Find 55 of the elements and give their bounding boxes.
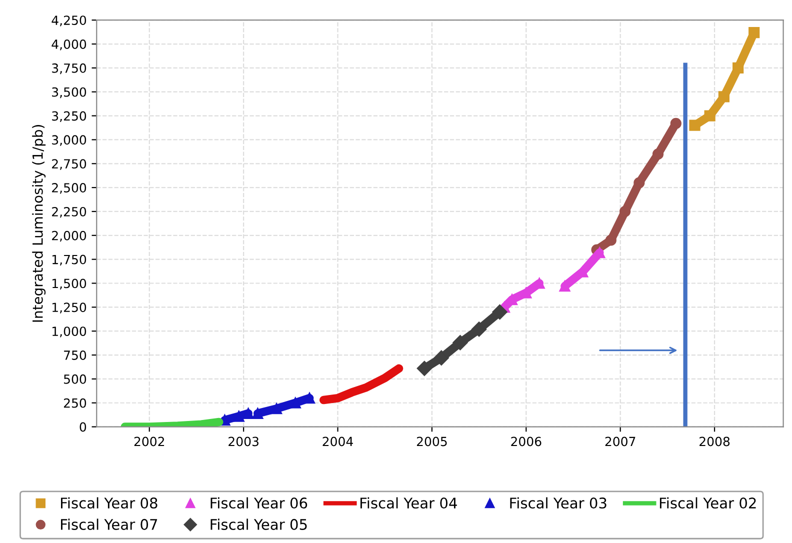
x-tick-label: 2006 bbox=[511, 436, 542, 446]
point bbox=[634, 177, 645, 188]
point bbox=[270, 403, 282, 414]
y-tick-label: 1,250 bbox=[52, 302, 86, 314]
point bbox=[434, 350, 449, 366]
legend-label: Fiscal Year 03 bbox=[510, 497, 606, 509]
y-tick-label: 4,000 bbox=[52, 39, 86, 50]
point bbox=[689, 120, 700, 131]
point bbox=[492, 304, 508, 320]
point bbox=[732, 62, 744, 74]
y-tick-label: 2,500 bbox=[52, 183, 86, 194]
y-tick-label: 3,500 bbox=[52, 87, 86, 98]
y-tick-label: 500 bbox=[64, 374, 86, 384]
x-tick-label: 2007 bbox=[605, 436, 636, 446]
point bbox=[233, 410, 244, 422]
point bbox=[718, 91, 730, 102]
y-tick-label: 0 bbox=[80, 422, 86, 432]
y-tick-label: 3,750 bbox=[52, 63, 86, 74]
legend-label: Fiscal Year 05 bbox=[210, 518, 307, 530]
y-tick-label: 250 bbox=[64, 398, 86, 408]
x-tick-label: 2003 bbox=[228, 436, 258, 446]
point bbox=[290, 397, 301, 408]
y-tick-label: 1,750 bbox=[52, 254, 86, 266]
y-tick-label: 2,000 bbox=[52, 230, 86, 242]
point bbox=[304, 392, 316, 404]
point bbox=[670, 118, 682, 129]
x-tick-label: 2002 bbox=[134, 436, 164, 446]
y-tick-label: 4,250 bbox=[52, 16, 86, 26]
y-tick-label: 750 bbox=[64, 350, 86, 360]
x-tick-label: 2008 bbox=[700, 436, 730, 446]
y-tick-label: 2,250 bbox=[52, 206, 86, 218]
y-axis-title: Integrated Luminosity (1/pb) bbox=[32, 124, 46, 322]
y-tick-label: 1,500 bbox=[52, 278, 86, 290]
x-tick-label: 2005 bbox=[416, 436, 447, 446]
legend-label: Fiscal Year 08 bbox=[61, 497, 158, 509]
point bbox=[748, 26, 760, 38]
y-tick-label: 1,000 bbox=[52, 326, 86, 338]
point bbox=[605, 234, 616, 246]
point bbox=[452, 335, 468, 350]
legend-label: Fiscal Year 06 bbox=[210, 497, 308, 509]
y-tick-label: 2,750 bbox=[52, 159, 86, 170]
point bbox=[652, 148, 664, 160]
point bbox=[559, 280, 570, 292]
legend-label: Fiscal Year 07 bbox=[61, 518, 158, 530]
point bbox=[242, 408, 254, 419]
legend-label: Fiscal Year 02 bbox=[660, 497, 756, 509]
point bbox=[619, 206, 631, 218]
x-tick-label: 2004 bbox=[322, 436, 353, 446]
y-tick-label: 3,000 bbox=[52, 135, 86, 146]
point bbox=[704, 110, 716, 122]
point bbox=[252, 408, 264, 419]
point bbox=[471, 322, 487, 337]
legend-label: Fiscal Year 04 bbox=[360, 497, 457, 509]
y-tick-label: 3,250 bbox=[52, 111, 86, 122]
point bbox=[416, 360, 432, 376]
